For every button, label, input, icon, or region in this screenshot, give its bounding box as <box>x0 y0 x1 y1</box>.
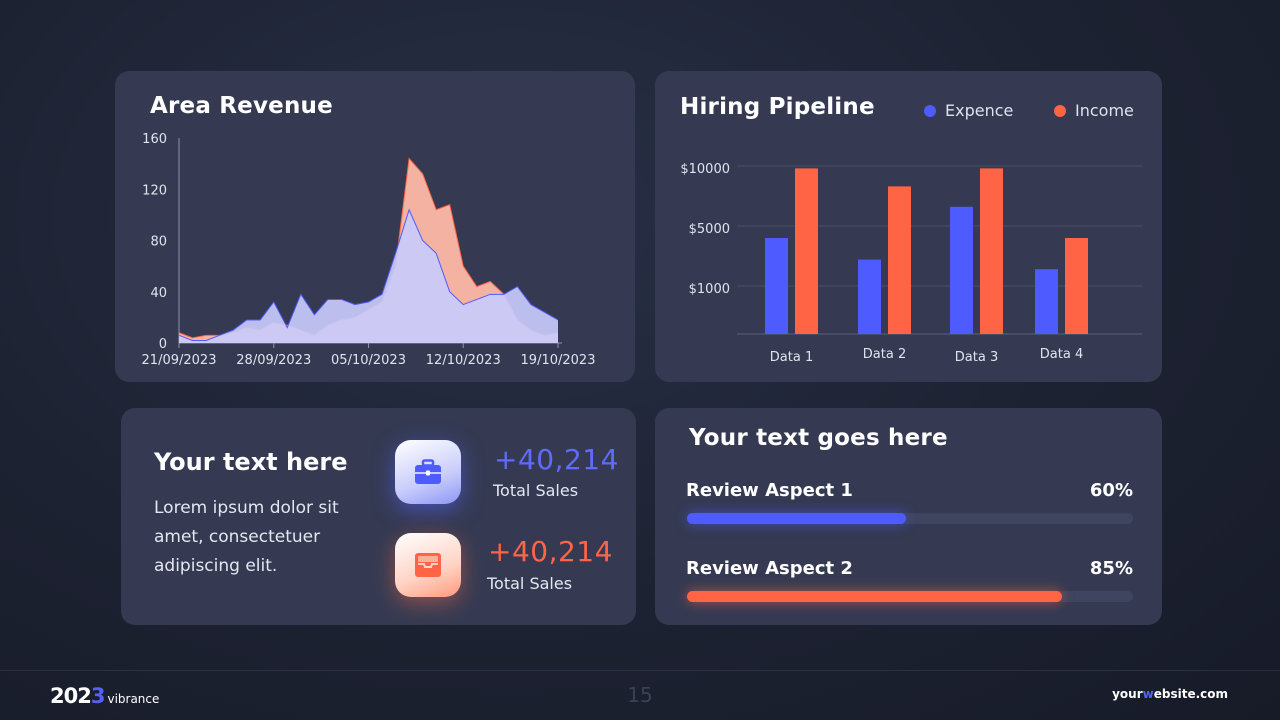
hiring-pipeline-chart: $1000 $5000 $10000 Data 1 Data 2 Data 3 Data 4 <box>680 162 1142 365</box>
stat-label-2: Total Sales <box>487 574 573 593</box>
hiring-pipeline-card: Hiring Pipeline Expence Income $1000 $500… <box>655 71 1162 382</box>
x-category-label: Data 4 <box>1040 347 1083 362</box>
website-link[interactable]: yourwebsite.com <box>1112 687 1228 701</box>
area-series-blue-fill <box>179 209 558 343</box>
stats-body: Lorem ipsum dolor sit amet, consectetuer… <box>154 498 339 576</box>
y-tick-label: 0 <box>159 337 167 352</box>
x-tick-label: 12/10/2023 <box>426 353 501 368</box>
briefcase-icon <box>395 440 461 504</box>
bar-expence <box>950 206 973 334</box>
hiring-pipeline-title: Hiring Pipeline <box>680 94 875 120</box>
legend-income-label: Income <box>1075 101 1134 120</box>
review-card: Your text goes here Review Aspect 1 60% … <box>655 408 1162 625</box>
y-tick-label: $5000 <box>689 222 730 237</box>
y-tick-label: 120 <box>142 183 167 198</box>
logo-year-accent: 3 <box>90 684 106 708</box>
bar-expence <box>858 259 881 334</box>
stat-value-2: +40,214 <box>488 535 613 568</box>
y-tick-label: 40 <box>150 286 167 301</box>
x-tick-label: 21/09/2023 <box>142 353 217 368</box>
legend-income-dot <box>1054 104 1066 117</box>
bar-expence <box>765 238 788 334</box>
y-tick-label: $10000 <box>680 162 730 177</box>
bar-income <box>888 186 911 334</box>
x-tick-label: 28/09/2023 <box>236 353 311 368</box>
area-series-blue-line <box>178 208 559 341</box>
inbox-icon <box>395 533 461 597</box>
legend-expence-dot <box>924 104 936 117</box>
legend-expence-label: Expence <box>945 101 1014 120</box>
area-series-orange-fill <box>179 158 558 343</box>
logo-year: 202 <box>50 684 92 708</box>
y-tick-label: 80 <box>150 235 167 250</box>
area-revenue-card: Area Revenue 0 40 80 120 160 21/09/2023 28/09/… <box>115 71 635 382</box>
x-tick-label: 05/10/2023 <box>331 353 406 368</box>
stats-card: Your text here Lorem ipsum dolor sit ame… <box>121 408 636 625</box>
review-aspect-2-track <box>687 591 1133 602</box>
bar-income <box>1065 238 1088 334</box>
footer-divider <box>0 670 1280 671</box>
review-aspect-1-track <box>687 513 1133 524</box>
y-tick-label: 160 <box>142 132 167 147</box>
x-tick-label: 19/10/2023 <box>521 353 596 368</box>
website-post: ebsite.com <box>1153 687 1228 701</box>
website-pre: your <box>1112 687 1143 701</box>
legend-expence: Expence <box>924 101 1013 120</box>
y-tick-label: $1000 <box>689 282 730 297</box>
page-number: 15 <box>627 683 653 707</box>
review-aspect-1-percent: 60% <box>1089 480 1133 501</box>
brand-logo: 202 3 vibrance <box>50 684 159 708</box>
stats-title: Your text here <box>154 448 348 476</box>
x-category-label: Data 3 <box>955 350 998 365</box>
review-title: Your text goes here <box>689 425 948 451</box>
stat-label-1: Total Sales <box>493 481 579 500</box>
bar-expence <box>1035 269 1058 334</box>
x-category-label: Data 2 <box>863 347 906 362</box>
bar-income <box>980 168 1003 334</box>
x-category-label: Data 1 <box>770 350 813 365</box>
review-aspect-1-label: Review Aspect 1 <box>686 480 853 501</box>
bar-income <box>795 168 818 334</box>
logo-brand: vibrance <box>107 692 160 706</box>
area-revenue-title: Area Revenue <box>150 93 333 119</box>
area-revenue-chart: 0 40 80 120 160 21/09/2023 28/09/2023 05/10/202… <box>142 132 596 368</box>
review-aspect-2-label: Review Aspect 2 <box>686 558 853 579</box>
review-aspect-2-percent: 85% <box>1089 558 1133 579</box>
review-aspect-1-bar <box>687 513 906 524</box>
stat-value-1: +40,214 <box>494 443 619 476</box>
website-accent: w <box>1142 687 1154 701</box>
legend-income: Income <box>1054 101 1134 120</box>
review-aspect-2-bar <box>687 591 1062 602</box>
